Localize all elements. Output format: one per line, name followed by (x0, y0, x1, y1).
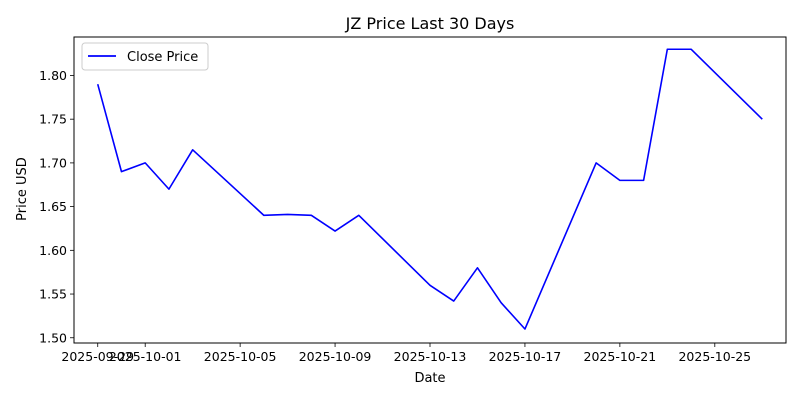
chart-title: JZ Price Last 30 Days (345, 14, 515, 33)
y-axis: 1.50 1.55 1.60 1.65 1.70 1.75 1.80 (39, 68, 74, 345)
y-tick-label: 1.60 (39, 243, 67, 258)
y-tick-label: 1.50 (39, 330, 67, 345)
legend-label-close-price: Close Price (127, 50, 198, 65)
x-tick-label: 2025-10-01 (109, 349, 182, 364)
legend: Close Price (81, 42, 209, 71)
x-tick-label: 2025-10-05 (204, 349, 277, 364)
series-layer (96, 48, 763, 330)
x-tick-label: 2025-10-09 (299, 349, 372, 364)
y-tick-label: 1.55 (39, 287, 67, 302)
series-line-close-price (96, 48, 763, 330)
y-tick-label: 1.80 (39, 68, 67, 83)
x-tick-label: 2025-10-25 (678, 349, 751, 364)
legend-box (81, 42, 209, 71)
y-tick-label: 1.70 (39, 155, 67, 170)
x-tick-label: 2025-10-17 (489, 349, 562, 364)
y-tick-label: 1.75 (39, 112, 67, 127)
y-axis-title: Price USD (15, 157, 30, 221)
x-tick-label: 2025-09-29 (61, 349, 134, 364)
x-tick-label: 2025-10-21 (584, 349, 657, 364)
y-tick-label: 1.65 (39, 199, 67, 214)
x-tick-label: 2025-10-13 (394, 349, 467, 364)
x-axis-title: Date (414, 371, 445, 386)
